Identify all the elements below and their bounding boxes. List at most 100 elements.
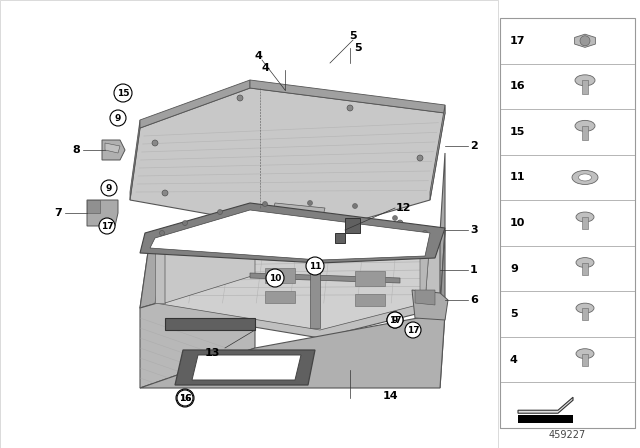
Polygon shape [155,243,165,303]
Polygon shape [440,230,445,388]
Text: 10: 10 [510,218,525,228]
Polygon shape [415,290,435,305]
Polygon shape [420,237,430,303]
Ellipse shape [576,212,594,222]
Bar [582,217,588,229]
Text: 9: 9 [106,184,112,193]
Polygon shape [165,214,255,303]
Text: 4: 4 [254,51,262,61]
Text: 5: 5 [510,309,518,319]
Polygon shape [270,203,325,228]
Ellipse shape [576,303,594,313]
Bar [355,294,385,306]
Text: 7: 7 [54,208,62,218]
Bar [518,415,573,423]
Polygon shape [87,200,100,213]
Circle shape [307,201,312,206]
Circle shape [422,231,428,236]
Circle shape [387,312,403,328]
Text: 12: 12 [396,203,412,213]
Text: 14: 14 [382,391,398,401]
Text: 17: 17 [406,326,419,335]
Text: 2: 2 [470,141,477,151]
Polygon shape [140,313,445,388]
Circle shape [152,140,158,146]
Circle shape [114,84,132,102]
Circle shape [347,105,353,111]
Polygon shape [140,80,250,128]
Circle shape [262,202,268,207]
Bar [500,18,635,428]
Circle shape [177,390,193,406]
Polygon shape [430,105,445,200]
Text: 10: 10 [269,273,281,283]
Circle shape [101,180,117,196]
Circle shape [110,110,126,126]
Text: 15: 15 [116,89,129,98]
Bar [582,308,588,320]
Text: 11: 11 [510,172,525,182]
Ellipse shape [576,349,594,358]
Circle shape [266,269,284,287]
Text: 11: 11 [308,262,321,271]
Circle shape [405,322,421,338]
Circle shape [162,190,168,196]
Text: 16: 16 [510,82,525,91]
Text: 1: 1 [470,265,477,275]
Text: 9: 9 [392,315,398,324]
Text: 6: 6 [470,295,478,305]
Polygon shape [130,88,445,233]
Polygon shape [105,143,120,153]
Circle shape [182,220,188,225]
Bar [582,80,588,95]
Polygon shape [102,140,125,160]
Ellipse shape [575,121,595,131]
Text: 17: 17 [510,36,525,46]
Bar [265,291,295,303]
Polygon shape [250,80,445,113]
Polygon shape [140,203,445,263]
Circle shape [159,231,164,236]
Text: 5: 5 [354,43,362,53]
Text: 3: 3 [470,225,477,235]
Polygon shape [150,210,430,260]
Polygon shape [140,205,445,338]
Polygon shape [175,350,315,385]
Text: 4: 4 [510,355,518,365]
Polygon shape [412,290,448,320]
Polygon shape [140,205,255,308]
Circle shape [237,95,243,101]
Circle shape [353,203,358,208]
Text: 5: 5 [349,31,357,41]
Ellipse shape [575,75,595,86]
Text: 9: 9 [510,263,518,274]
Bar [355,271,385,286]
Circle shape [387,312,403,328]
Text: 4: 4 [261,63,269,73]
Polygon shape [310,238,320,328]
Circle shape [580,36,590,46]
Text: 17: 17 [388,315,401,324]
Polygon shape [130,120,140,200]
Text: 13: 13 [205,348,220,358]
Text: 8: 8 [72,145,80,155]
Circle shape [306,257,324,275]
Bar [582,126,588,140]
Polygon shape [250,273,400,283]
Ellipse shape [579,174,591,181]
Text: 16: 16 [179,393,191,402]
Text: 459227: 459227 [549,430,586,440]
Text: 16: 16 [179,393,191,402]
Circle shape [392,215,397,220]
Polygon shape [575,34,595,47]
Polygon shape [440,153,445,308]
Polygon shape [335,218,360,243]
Circle shape [99,218,115,234]
Bar [265,268,295,283]
Polygon shape [518,397,573,413]
Polygon shape [155,214,430,330]
Text: 17: 17 [100,221,113,231]
Circle shape [397,220,403,226]
Polygon shape [192,355,301,380]
Bar [0,0,498,448]
